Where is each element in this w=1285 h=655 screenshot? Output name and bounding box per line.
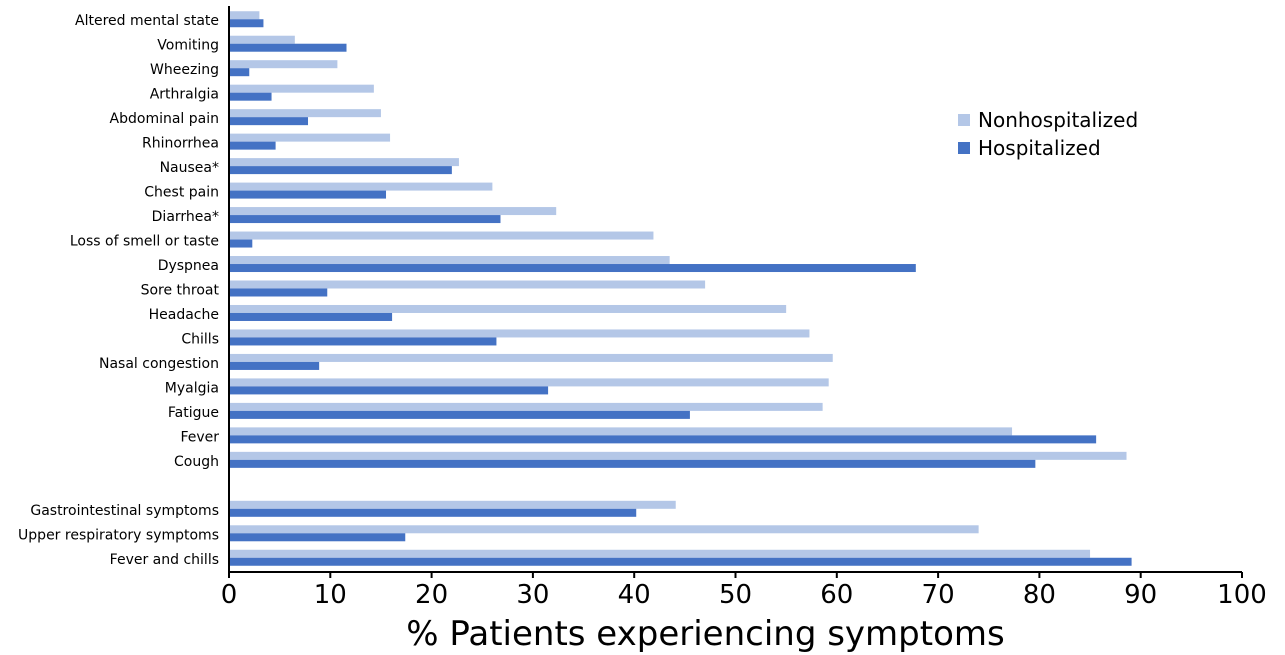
x-tick-label: 0 [221, 580, 238, 610]
bar-nonhospitalized-nausea [229, 158, 459, 167]
x-axis-title: % Patients experiencing symptoms [406, 614, 1004, 654]
bar-nonhospitalized-chest-pain [229, 182, 493, 191]
bar-nonhospitalized-myalgia [229, 378, 829, 387]
category-label-gastrointestinal-symptoms: Gastrointestinal symptoms [30, 503, 219, 519]
bar-nonhospitalized-altered-mental-state [229, 11, 260, 20]
legend-swatch-nonhospitalized [958, 114, 970, 126]
category-labels: Altered mental state Vomiting Wheezing Arth… [18, 13, 219, 568]
bar-hospitalized-nausea [229, 166, 452, 175]
category-label-fever: Fever [180, 429, 219, 445]
bar-nonhospitalized-arthralgia [229, 84, 374, 93]
category-label-dyspnea: Dyspnea [158, 258, 219, 274]
category-label-diarrhea: Diarrhea* [152, 209, 219, 225]
category-label-sore-throat: Sore throat [141, 283, 220, 299]
bar-hospitalized-loss-of-smell-or-taste [229, 239, 253, 248]
category-label-chest-pain: Chest pain [144, 185, 219, 201]
bar-nonhospitalized-nasal-congestion [229, 353, 833, 362]
category-label-loss-of-smell-or-taste: Loss of smell or taste [70, 234, 219, 250]
legend: Nonhospitalized Hospitalized [958, 108, 1138, 160]
bar-nonhospitalized-upper-respiratory-symptoms [229, 525, 979, 534]
category-label-abdominal-pain: Abdominal pain [110, 111, 219, 127]
bar-nonhospitalized-fatigue [229, 402, 823, 411]
bar-nonhospitalized-headache [229, 304, 787, 313]
x-tick-label: 50 [719, 580, 752, 610]
bar-hospitalized-rhinorrhea [229, 141, 276, 150]
bar-nonhospitalized-wheezing [229, 60, 338, 69]
bars-group [229, 11, 1132, 566]
bar-nonhospitalized-diarrhea [229, 207, 557, 216]
bar-hospitalized-chest-pain [229, 190, 387, 199]
category-label-myalgia: Myalgia [165, 380, 219, 396]
category-label-fever-and-chills: Fever and chills [110, 552, 219, 568]
x-tick-label: 30 [516, 580, 549, 610]
x-tick-label: 80 [1023, 580, 1056, 610]
x-tick-label: 100 [1217, 580, 1267, 610]
x-tick-label: 40 [618, 580, 651, 610]
category-label-wheezing: Wheezing [150, 62, 219, 78]
legend-swatch-hospitalized [958, 142, 970, 154]
bar-hospitalized-gastrointestinal-symptoms [229, 508, 637, 517]
x-tick-label: 70 [922, 580, 955, 610]
legend-label-nonhospitalized: Nonhospitalized [978, 108, 1138, 132]
bar-nonhospitalized-sore-throat [229, 280, 706, 289]
bar-hospitalized-myalgia [229, 386, 549, 395]
bar-hospitalized-chills [229, 337, 497, 346]
bar-hospitalized-altered-mental-state [229, 19, 264, 28]
bar-nonhospitalized-abdominal-pain [229, 109, 381, 118]
category-label-altered-mental-state: Altered mental state [75, 13, 219, 29]
bar-nonhospitalized-vomiting [229, 35, 295, 44]
bar-hospitalized-diarrhea [229, 215, 501, 224]
category-label-nausea: Nausea* [160, 160, 219, 176]
bar-hospitalized-sore-throat [229, 288, 328, 297]
category-label-nasal-congestion: Nasal congestion [99, 356, 219, 372]
bar-nonhospitalized-rhinorrhea [229, 133, 391, 142]
bar-nonhospitalized-fever [229, 427, 1013, 436]
bar-hospitalized-vomiting [229, 43, 347, 52]
category-label-arthralgia: Arthralgia [150, 87, 219, 103]
bar-hospitalized-dyspnea [229, 264, 916, 273]
bar-hospitalized-upper-respiratory-symptoms [229, 533, 406, 542]
bar-hospitalized-wheezing [229, 68, 250, 77]
category-label-fatigue: Fatigue [168, 405, 219, 421]
category-label-rhinorrhea: Rhinorrhea [142, 136, 219, 152]
bar-nonhospitalized-cough [229, 451, 1127, 460]
x-axis-ticks: 0 10 20 30 40 50 60 70 80 90 100 [221, 572, 1267, 610]
bar-nonhospitalized-gastrointestinal-symptoms [229, 500, 676, 509]
category-label-upper-respiratory-symptoms: Upper respiratory symptoms [18, 527, 219, 543]
bar-nonhospitalized-fever-and-chills [229, 549, 1091, 558]
bar-hospitalized-cough [229, 459, 1036, 468]
bar-nonhospitalized-dyspnea [229, 256, 670, 265]
bar-nonhospitalized-chills [229, 329, 810, 338]
legend-label-hospitalized: Hospitalized [978, 136, 1101, 160]
bar-hospitalized-fever [229, 435, 1097, 444]
bar-hospitalized-fatigue [229, 410, 690, 419]
x-tick-label: 60 [820, 580, 853, 610]
category-label-cough: Cough [174, 454, 219, 470]
category-label-vomiting: Vomiting [157, 38, 219, 54]
category-label-headache: Headache [149, 307, 219, 323]
bar-hospitalized-nasal-congestion [229, 361, 320, 370]
x-tick-label: 90 [1124, 580, 1157, 610]
x-tick-label: 20 [415, 580, 448, 610]
bar-nonhospitalized-loss-of-smell-or-taste [229, 231, 654, 240]
bar-hospitalized-fever-and-chills [229, 557, 1132, 566]
bar-hospitalized-headache [229, 312, 393, 321]
category-label-chills: Chills [181, 331, 219, 347]
bar-hospitalized-arthralgia [229, 92, 272, 101]
x-tick-label: 10 [314, 580, 347, 610]
bar-hospitalized-abdominal-pain [229, 117, 309, 126]
